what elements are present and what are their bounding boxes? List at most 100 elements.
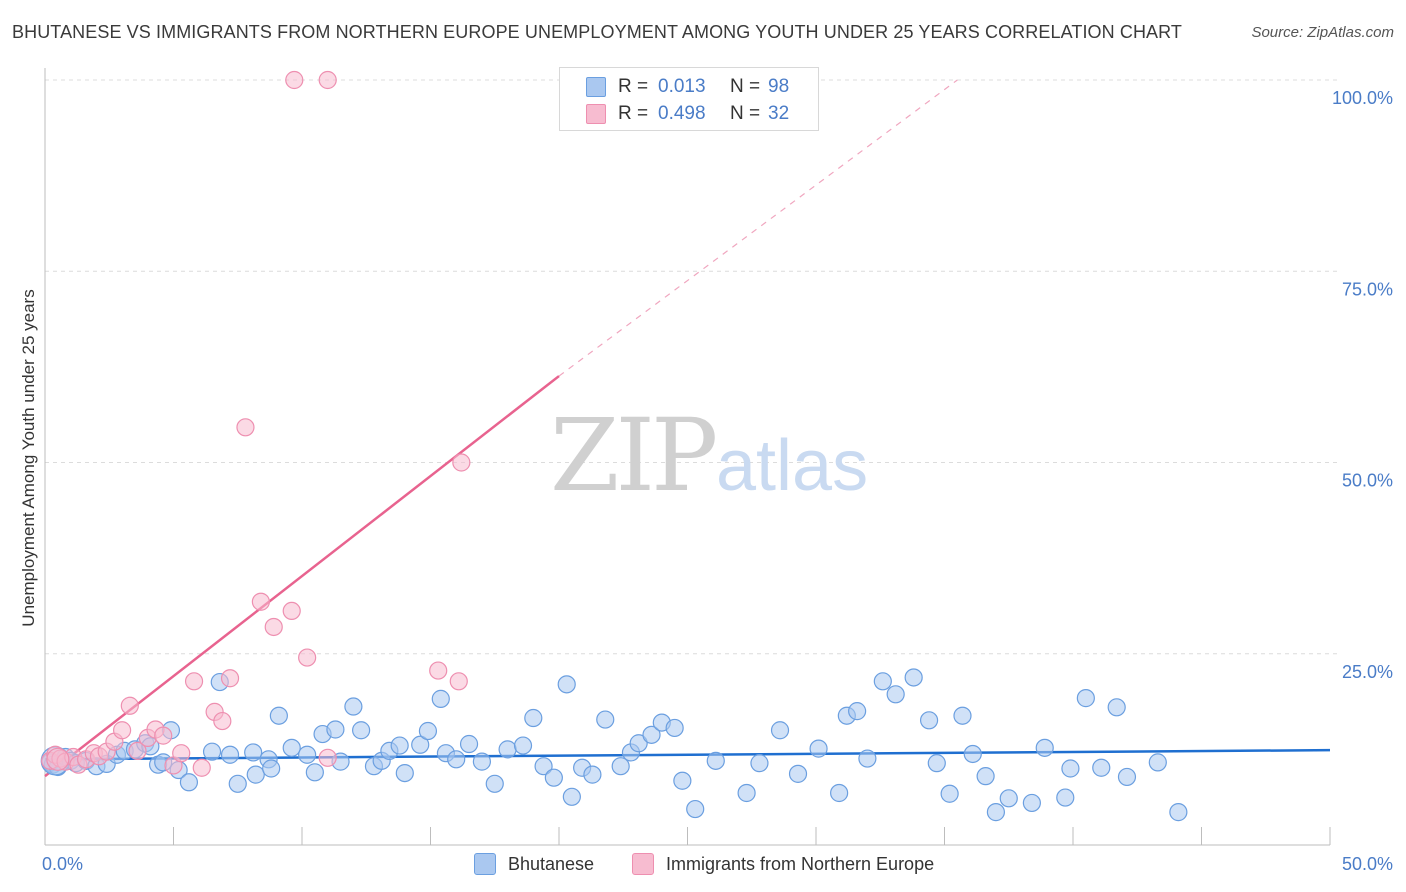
bhutanese-point <box>534 757 553 776</box>
bhutanese-point <box>1076 689 1095 708</box>
axes <box>44 68 1331 846</box>
bhutanese-point <box>940 784 959 803</box>
bhutanese-point <box>858 749 877 768</box>
bhutanese-point <box>390 736 409 755</box>
bhutanese-point <box>557 675 576 694</box>
bhutanese-point <box>770 721 790 740</box>
y-tick-label: 50.0% <box>1342 471 1393 491</box>
bhutanese-point <box>953 706 972 725</box>
northern-europe-trend-line <box>44 375 560 778</box>
bhutanese-point <box>919 711 939 730</box>
legend-r-label: R = <box>618 76 649 97</box>
bhutanese-point <box>395 763 414 783</box>
bottom-legend-label: Immigrants from Northern Europe <box>666 853 935 874</box>
bhutanese-point <box>1061 759 1080 778</box>
x-tick-label: 0.0% <box>42 854 83 874</box>
bhutanese-point <box>1056 788 1075 807</box>
bhutanese-point <box>544 768 563 787</box>
northern-europe-point <box>298 648 317 667</box>
bhutanese-point <box>927 754 946 773</box>
bhutanese-point <box>1117 767 1137 787</box>
northern-europe-point <box>213 711 232 731</box>
bhutanese-point <box>298 745 317 764</box>
bhutanese-point <box>673 771 692 790</box>
bhutanese-point <box>737 783 756 803</box>
legend-r-value: 0.498 <box>658 103 706 124</box>
northern-europe-point <box>452 453 471 472</box>
bhutanese-point <box>848 702 867 721</box>
legend-row-bhutanese: R = 0.013 N = 98 <box>586 74 789 100</box>
bottom-legend-swatch-blue <box>474 853 496 875</box>
y-tick-labels: 25.0% 50.0% 75.0% 100.0% <box>1332 88 1393 682</box>
bhutanese-point <box>228 774 247 793</box>
bhutanese-point <box>986 803 1006 822</box>
bhutanese-point <box>431 689 450 708</box>
northern-europe-point <box>192 758 211 777</box>
northern-europe-point <box>264 617 283 637</box>
y-tick-label: 100.0% <box>1332 88 1393 108</box>
x-tick-label: 50.0% <box>1342 854 1393 874</box>
bhutanese-point <box>1035 738 1054 757</box>
northern-europe-point <box>46 747 70 771</box>
bottom-legend-bhutanese: Bhutanese <box>474 852 594 876</box>
bhutanese-point <box>642 725 661 744</box>
northern-europe-point <box>285 70 304 90</box>
legend-r-value: 0.013 <box>658 76 706 97</box>
bhutanese-point <box>596 710 615 729</box>
bhutanese-point <box>562 787 581 806</box>
bhutanese-point <box>750 754 769 773</box>
northern-europe-point <box>251 592 270 611</box>
grid <box>45 79 1340 655</box>
bhutanese-point <box>629 734 648 753</box>
bhutanese-point <box>262 759 281 778</box>
northern-europe-point <box>318 748 337 767</box>
bhutanese-point <box>999 789 1018 808</box>
legend-n-value: 32 <box>768 103 790 124</box>
bottom-legend-label: Bhutanese <box>508 853 595 874</box>
bhutanese-point <box>1022 793 1041 813</box>
northern-europe-point <box>120 696 139 715</box>
bhutanese-points <box>40 668 1188 822</box>
bhutanese-point <box>246 765 265 784</box>
northern-europe-point <box>282 601 301 621</box>
bhutanese-point <box>344 697 363 716</box>
bhutanese-point <box>447 750 466 769</box>
bhutanese-point <box>220 745 240 764</box>
bhutanese-point <box>513 736 533 755</box>
y-tick-label: 25.0% <box>1342 662 1393 682</box>
bhutanese-point <box>788 764 808 783</box>
bottom-legend-northern-europe: Immigrants from Northern Europe <box>632 852 934 876</box>
chart-title: BHUTANESE VS IMMIGRANTS FROM NORTHERN EU… <box>12 22 1183 42</box>
northern-europe-point <box>429 661 448 680</box>
bhutanese-point <box>1169 803 1188 822</box>
northern-europe-point <box>112 721 132 740</box>
northern-europe-points <box>41 70 471 777</box>
bhutanese-point <box>963 744 982 764</box>
bhutanese-point <box>976 767 995 786</box>
northern-europe-point <box>128 741 147 761</box>
bhutanese-point <box>418 721 438 741</box>
bhutanese-point <box>809 739 828 758</box>
bhutanese-point <box>611 757 630 776</box>
bhutanese-point <box>282 738 301 757</box>
northern-europe-point <box>449 672 468 691</box>
bhutanese-point <box>686 799 705 819</box>
legend-n-value: 98 <box>768 76 790 97</box>
bhutanese-point <box>459 734 479 754</box>
bhutanese-point <box>1107 698 1126 717</box>
bhutanese-point <box>326 720 345 739</box>
bhutanese-point <box>830 783 849 803</box>
bhutanese-point <box>352 721 371 740</box>
northern-europe-point <box>236 418 255 437</box>
watermark: ZIP atlas <box>550 397 868 514</box>
legend-swatch-pink <box>586 104 606 124</box>
bhutanese-point <box>411 735 430 754</box>
watermark-zip: ZIP <box>550 397 715 514</box>
x-tick-labels: 0.0% 50.0% <box>42 854 1393 874</box>
y-axis-title: Unemployment Among Youth under 25 years <box>19 289 38 626</box>
legend-r-label: R = <box>618 103 649 124</box>
legend: R = 0.013 N = 98 R = 0.498 N = 32 <box>559 67 819 131</box>
bhutanese-point <box>1148 753 1167 772</box>
northern-europe-point <box>172 744 191 763</box>
